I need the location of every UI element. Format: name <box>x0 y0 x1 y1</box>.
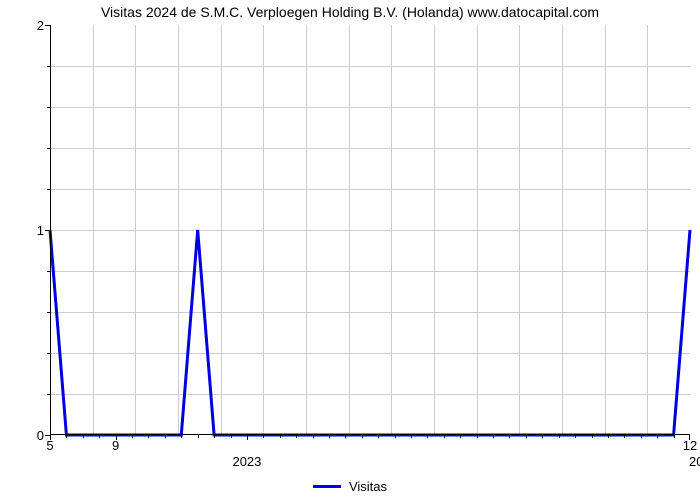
x-tick-label: 2023 <box>232 454 261 469</box>
x-minor-tick <box>165 435 166 438</box>
x-minor-tick <box>231 435 232 438</box>
legend-label: Visitas <box>349 479 387 494</box>
x-minor-tick <box>592 435 593 438</box>
x-minor-tick <box>148 435 149 438</box>
x-minor-tick <box>526 435 527 438</box>
x-minor-tick <box>477 435 478 438</box>
x-minor-tick <box>608 435 609 438</box>
legend: Visitas <box>0 475 700 494</box>
x-minor-tick <box>395 435 396 438</box>
x-minor-tick <box>280 435 281 438</box>
y-minor-tick <box>47 271 50 272</box>
x-minor-tick <box>674 435 675 438</box>
y-minor-tick <box>47 66 50 67</box>
x-minor-tick <box>296 435 297 438</box>
y-tick-1: 1 <box>4 223 44 238</box>
x-minor-tick <box>198 435 199 438</box>
y-minor-tick <box>47 189 50 190</box>
plot-area <box>50 25 690 435</box>
y-minor-tick <box>47 353 50 354</box>
plot-border <box>50 25 690 435</box>
x-minor-tick <box>329 435 330 438</box>
x-minor-tick <box>444 435 445 438</box>
chart-title: Visitas 2024 de S.M.C. Verploegen Holdin… <box>0 4 700 20</box>
x-minor-tick <box>83 435 84 438</box>
x-minor-tick <box>624 435 625 438</box>
y-minor-tick <box>47 394 50 395</box>
x-tick-label: 202 <box>689 454 700 469</box>
x-minor-tick <box>411 435 412 438</box>
x-minor-tick <box>460 435 461 438</box>
x-tick-mark <box>247 435 248 440</box>
x-minor-tick <box>345 435 346 438</box>
x-tick-label: 9 <box>112 438 119 453</box>
x-tick-label: 12 <box>683 438 697 453</box>
x-minor-tick <box>559 435 560 438</box>
x-minor-tick <box>641 435 642 438</box>
x-minor-tick <box>493 435 494 438</box>
y-minor-tick <box>47 148 50 149</box>
x-minor-tick <box>575 435 576 438</box>
x-minor-tick <box>509 435 510 438</box>
y-tick-2: 2 <box>4 18 44 33</box>
x-minor-tick <box>362 435 363 438</box>
x-minor-tick <box>214 435 215 438</box>
chart-container: Visitas 2024 de S.M.C. Verploegen Holdin… <box>0 0 700 500</box>
x-tick-label: 5 <box>46 438 53 453</box>
x-minor-tick <box>132 435 133 438</box>
x-minor-tick <box>99 435 100 438</box>
x-minor-tick <box>427 435 428 438</box>
x-tick-mark <box>689 435 690 440</box>
x-minor-tick <box>181 435 182 438</box>
x-minor-tick <box>66 435 67 438</box>
x-minor-tick <box>378 435 379 438</box>
legend-item: Visitas <box>313 479 387 494</box>
x-minor-tick <box>657 435 658 438</box>
x-minor-tick <box>313 435 314 438</box>
x-minor-tick <box>263 435 264 438</box>
x-minor-tick <box>542 435 543 438</box>
y-minor-tick <box>47 107 50 108</box>
y-tick-0: 0 <box>4 428 44 443</box>
legend-swatch <box>313 485 341 488</box>
y-minor-tick <box>47 312 50 313</box>
